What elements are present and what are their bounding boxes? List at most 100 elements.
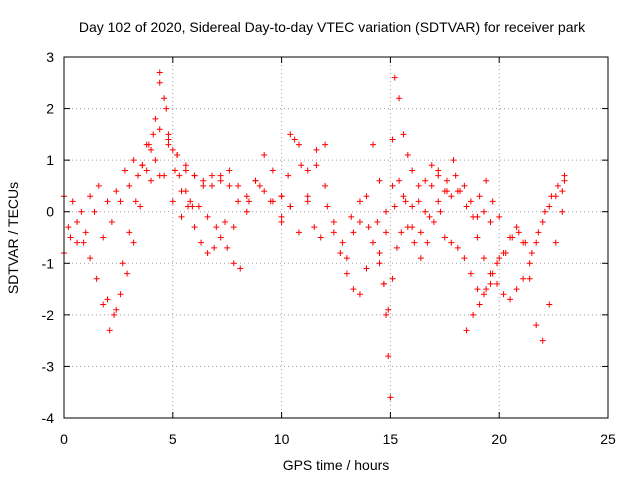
data-point [87, 255, 94, 262]
data-point [476, 193, 483, 200]
data-point [507, 296, 514, 303]
data-point [409, 167, 416, 174]
data-point [561, 177, 568, 184]
data-point [426, 213, 433, 220]
data-point [443, 177, 450, 184]
data-point [69, 198, 76, 205]
data-point [163, 105, 170, 112]
data-point [398, 229, 405, 236]
data-point [350, 229, 357, 236]
data-point [422, 208, 429, 215]
data-point [356, 198, 363, 205]
data-point [428, 182, 435, 189]
data-point [296, 141, 303, 148]
data-point [243, 193, 250, 200]
chart-title: Day 102 of 2020, Sidereal Day-to-day VTE… [79, 19, 586, 35]
data-point [189, 203, 196, 210]
y-tick-label: 0 [46, 204, 54, 220]
data-point [298, 162, 305, 169]
data-point [467, 270, 474, 277]
data-point [304, 193, 311, 200]
data-point [165, 136, 172, 143]
y-tick-label: 3 [46, 49, 54, 65]
data-point [393, 244, 400, 251]
data-point [415, 198, 422, 205]
data-point [74, 219, 81, 226]
data-point [546, 203, 553, 210]
data-point [178, 213, 185, 220]
data-point [513, 224, 520, 231]
data-point [217, 172, 224, 179]
data-point [404, 224, 411, 231]
data-point [383, 229, 390, 236]
data-point [330, 229, 337, 236]
data-point [454, 244, 461, 251]
data-point [161, 172, 168, 179]
data-point [124, 270, 131, 277]
y-tick-label: -4 [42, 410, 55, 426]
data-point [195, 203, 202, 210]
data-point [117, 198, 124, 205]
data-point [296, 229, 303, 236]
data-point [126, 229, 133, 236]
data-point [337, 249, 344, 256]
data-point [108, 219, 115, 226]
x-tick-label: 10 [274, 431, 290, 447]
data-point [198, 239, 205, 246]
data-point [117, 291, 124, 298]
data-point [287, 131, 294, 138]
data-point [391, 203, 398, 210]
data-point [235, 198, 242, 205]
data-point [417, 229, 424, 236]
x-tick-label: 5 [169, 431, 177, 447]
data-point [435, 167, 442, 174]
data-point [526, 275, 533, 282]
data-point [121, 167, 128, 174]
data-point [304, 198, 311, 205]
data-point [226, 167, 233, 174]
data-point [470, 213, 477, 220]
data-point [252, 177, 259, 184]
data-point [533, 322, 540, 329]
data-point [541, 208, 548, 215]
data-point [376, 249, 383, 256]
data-point [559, 188, 566, 195]
data-point [161, 95, 168, 102]
series-track-d [148, 126, 329, 215]
data-point [356, 291, 363, 298]
data-point [509, 234, 516, 241]
data-point [467, 198, 474, 205]
data-point [385, 306, 392, 313]
data-point [343, 270, 350, 277]
data-point [363, 265, 370, 272]
data-point [67, 234, 74, 241]
data-point [104, 198, 111, 205]
data-point [91, 208, 98, 215]
data-point [515, 229, 522, 236]
data-point [150, 131, 157, 138]
data-point [174, 151, 181, 158]
x-axis-label: GPS time / hours [283, 457, 390, 473]
tick-labels: 0 5 10 15 20 25 -4 -3 -2 -1 0 1 2 3 [42, 49, 616, 447]
data-point [211, 244, 218, 251]
data-point [520, 275, 527, 282]
data-point [311, 224, 318, 231]
data-point [409, 203, 416, 210]
data-point [376, 177, 383, 184]
y-tick-label: -2 [42, 307, 55, 323]
data-point [400, 131, 407, 138]
data-point [204, 213, 211, 220]
data-point [470, 311, 477, 318]
data-point [317, 234, 324, 241]
data-point [208, 172, 215, 179]
data-point [526, 260, 533, 267]
data-point [152, 115, 159, 122]
data-point [391, 74, 398, 81]
data-point [132, 198, 139, 205]
data-point [483, 286, 490, 293]
data-point [156, 126, 163, 133]
data-point [476, 301, 483, 308]
x-tick-label: 0 [60, 431, 68, 447]
data-point [480, 208, 487, 215]
data-point [324, 203, 331, 210]
